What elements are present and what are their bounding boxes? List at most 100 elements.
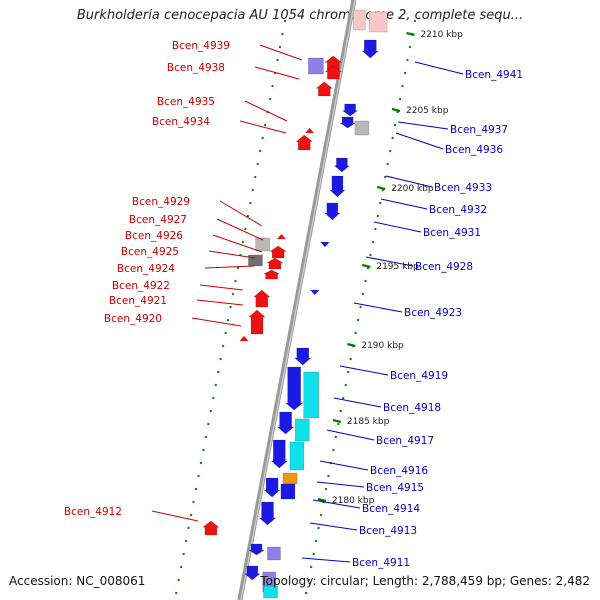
leader-line-right: [309, 522, 358, 531]
gene-label-right: Bcen_4928: [415, 261, 473, 273]
forward-gene-arrow: [253, 289, 271, 308]
reverse-gene-arrow: [324, 202, 341, 221]
reverse-gene-arrow: [244, 565, 261, 581]
gene-label-right: Bcen_4931: [423, 227, 481, 239]
leader-line-right: [333, 397, 382, 408]
topology-text: Topology: circular; Length: 2,788,459 bp…: [260, 574, 590, 588]
forward-gene-arrow: [315, 81, 334, 97]
reverse-gene-arrow: [329, 175, 346, 198]
scale-label: 2205 kbp: [406, 106, 449, 116]
leader-line-left: [244, 100, 288, 122]
leader-line-left: [259, 44, 303, 61]
reverse-gene-marker: [310, 290, 320, 295]
gene-label-right: Bcen_4915: [366, 482, 424, 494]
gene-label-left: Bcen_4938: [167, 62, 225, 74]
gene-label-left: Bcen_4926: [125, 230, 183, 242]
gene-label-right: Bcen_4919: [390, 370, 448, 382]
leader-line-right: [380, 198, 428, 210]
gene-label-right: Bcen_4917: [376, 435, 434, 447]
label-layer: 2210 kbp 2205 kbp 2200 kbp 2195 kbp 2190 kbp…: [64, 30, 523, 569]
gene-label-right: Bcen_4932: [429, 204, 487, 216]
cyan-feature-box: [294, 418, 310, 442]
gene-label-right: Bcen_4918: [383, 402, 441, 414]
leader-line-left: [254, 66, 300, 80]
leader-line-left: [208, 250, 256, 259]
backbone-line: [237, 0, 357, 600]
feature-layer: [202, 9, 388, 599]
leader-line-left: [196, 299, 244, 306]
dark-grey-feature-box: [248, 254, 263, 267]
reverse-gene-marker: [320, 242, 330, 247]
reverse-gene-arrow: [368, 11, 388, 33]
forward-gene-arrow: [295, 134, 314, 151]
leader-layer: [151, 44, 464, 563]
backbone-layer: [237, 0, 357, 600]
scale-label: 2210 kbp: [420, 30, 463, 40]
reverse-gene-arrow: [258, 501, 277, 526]
grey-feature-box: [354, 120, 370, 136]
reverse-gene-box: [280, 483, 296, 500]
forward-gene-box: [352, 9, 366, 31]
reverse-gene-arrow: [248, 543, 266, 556]
major-tick: [376, 185, 386, 191]
cyan-feature-box: [303, 371, 320, 419]
leader-line-right: [301, 557, 351, 563]
reverse-gene-arrow: [276, 411, 295, 435]
leader-line-right: [319, 460, 369, 471]
orange-feature-box: [282, 472, 298, 485]
reverse-gene-arrow: [341, 103, 359, 117]
cyan-feature-box: [289, 441, 305, 471]
forward-gene-arrow: [202, 520, 220, 536]
scale-label: 2180 kbp: [332, 496, 375, 506]
gene-label-left: Bcen_4912: [64, 506, 122, 518]
accession-text: Accession: NC_008061: [9, 574, 146, 588]
leader-line-left: [199, 284, 244, 291]
major-tick: [317, 497, 327, 503]
gene-label-left: Bcen_4929: [132, 196, 190, 208]
leader-line-right: [316, 481, 365, 488]
gene-label-left: Bcen_4920: [104, 313, 162, 325]
forward-gene-marker: [276, 234, 286, 239]
map-title: Burkholderia cenocepacia AU 1054 chromos…: [76, 8, 524, 23]
gene-label-right: Bcen_4911: [352, 557, 410, 569]
leader-line-right: [414, 61, 464, 75]
gene-label-left: Bcen_4921: [109, 295, 167, 307]
leader-line-right: [326, 429, 375, 441]
leader-line-right: [397, 121, 449, 130]
leader-line-left: [212, 234, 263, 253]
gene-label-right: Bcen_4923: [404, 307, 462, 319]
reverse-gene-arrow: [284, 366, 304, 411]
gene-label-left: Bcen_4925: [121, 246, 179, 258]
forward-gene-arrow: [269, 245, 288, 259]
forward-gene-marker: [305, 128, 315, 133]
leader-line-right: [385, 175, 433, 188]
gene-label-left: Bcen_4939: [172, 40, 230, 52]
leader-line-right: [365, 256, 414, 267]
forward-gene-arrow: [248, 309, 266, 335]
leader-line-left: [204, 265, 255, 269]
gene-label-right: Bcen_4913: [359, 525, 417, 537]
forward-gene-arrow: [324, 65, 343, 80]
leader-line-left: [219, 200, 263, 227]
gene-label-left: Bcen_4934: [152, 116, 210, 128]
purple-feature-box: [267, 546, 281, 561]
leader-line-right: [312, 499, 361, 509]
major-tick: [347, 342, 356, 348]
purple-feature-box: [308, 57, 324, 75]
leader-line-right: [353, 302, 403, 313]
tick-layer: [175, 19, 417, 595]
leader-line-right: [395, 132, 444, 150]
scale-label: 2200 kbp: [391, 184, 434, 194]
leader-line-right: [373, 221, 422, 233]
gene-label-right: Bcen_4933: [434, 182, 492, 194]
leader-line-left: [151, 510, 199, 522]
grey-feature-box: [255, 237, 270, 252]
major-tick: [362, 263, 371, 269]
reverse-gene-arrow: [270, 439, 289, 469]
backbone-highlight: [240, 0, 356, 600]
gene-label-right: Bcen_4937: [450, 124, 508, 136]
major-tick: [391, 107, 401, 113]
reverse-gene-arrow: [293, 347, 312, 366]
major-tick: [406, 31, 415, 37]
